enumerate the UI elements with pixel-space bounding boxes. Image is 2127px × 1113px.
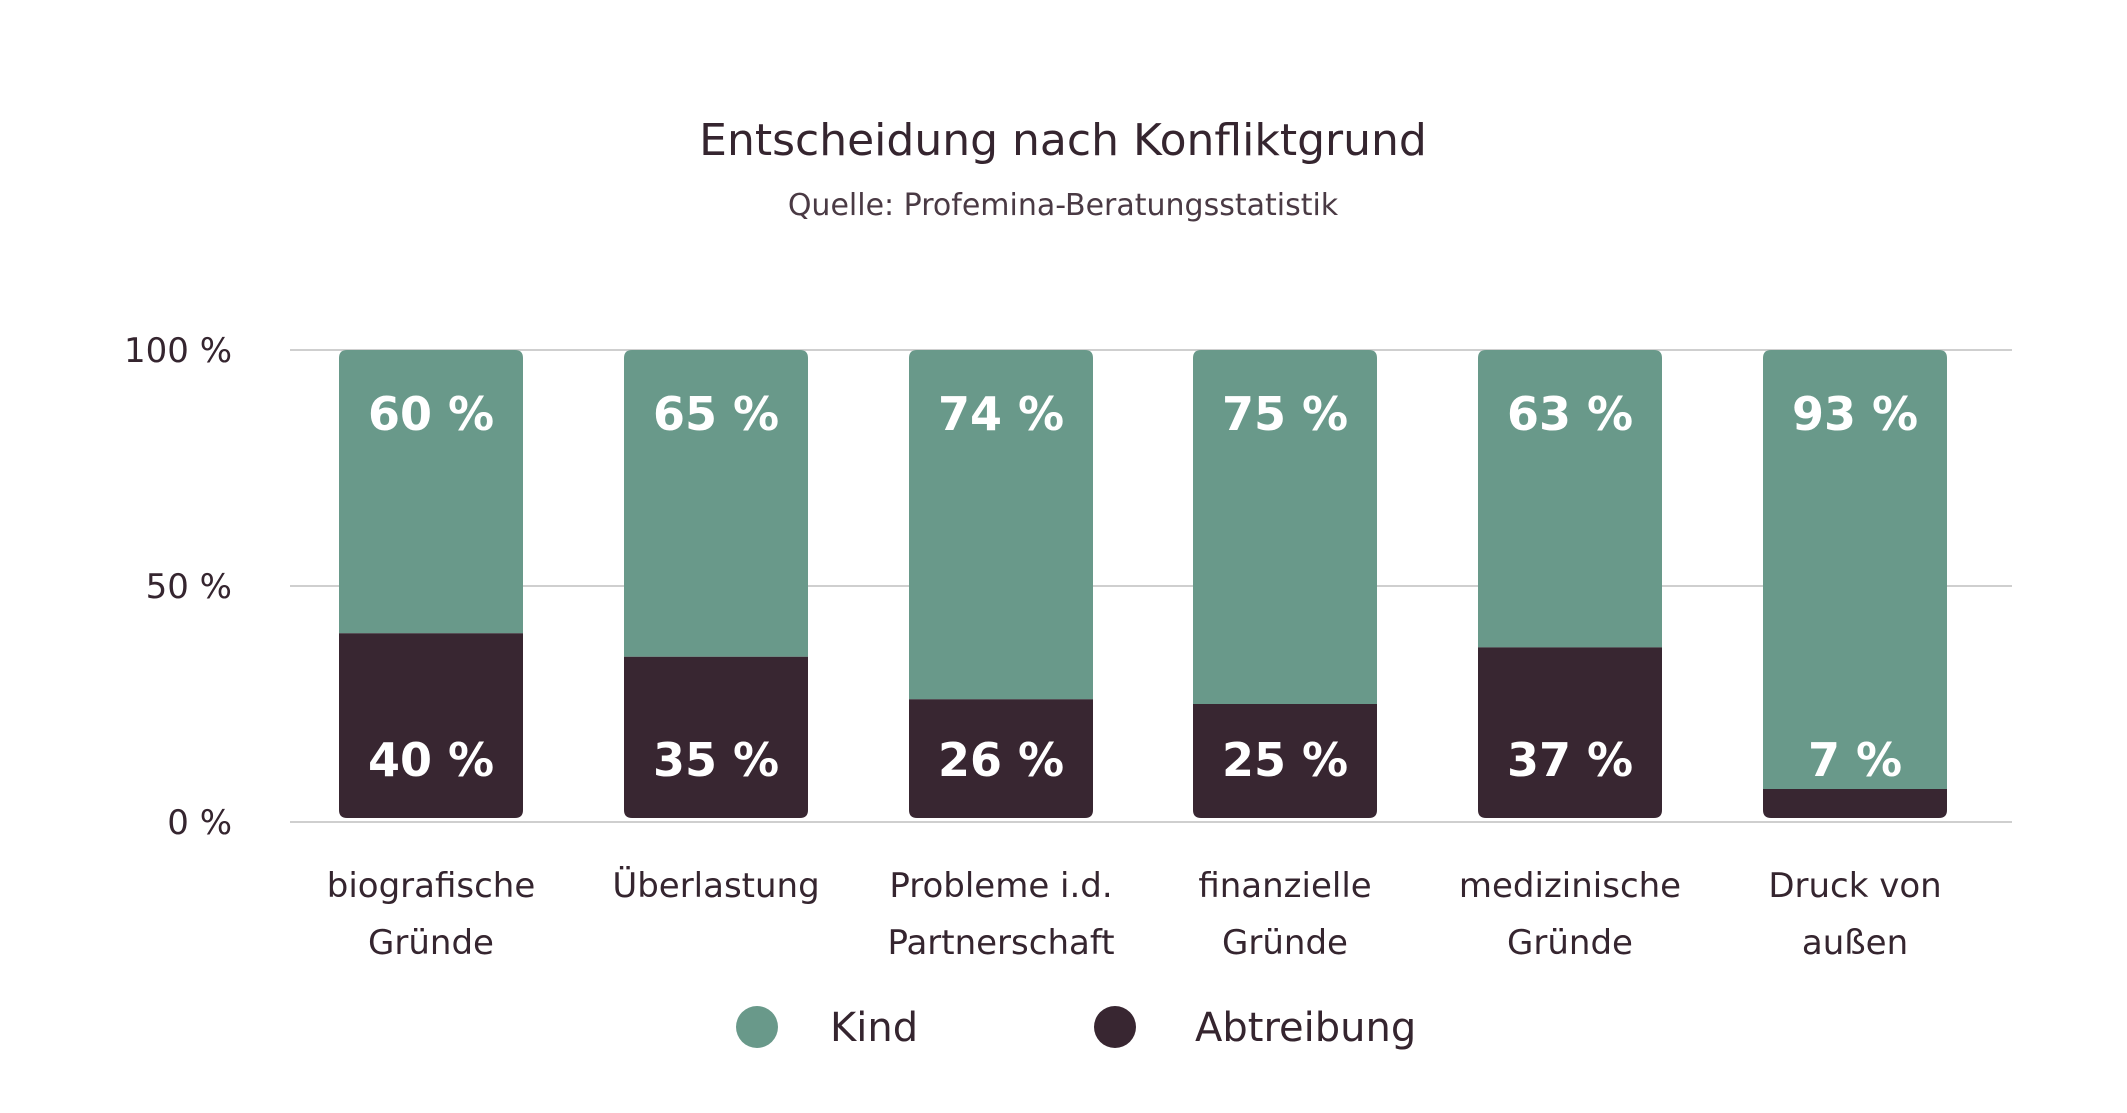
- legend-label: Kind: [830, 1005, 918, 1051]
- legend-swatch: [736, 1006, 778, 1048]
- bar-group: 63 % 37 %: [1478, 350, 1662, 818]
- x-tick-label: Überlastung: [612, 865, 819, 906]
- legend-swatch: [1094, 1006, 1136, 1048]
- value-label-kind: 74 %: [938, 387, 1064, 441]
- y-axis-ticks: 0 % 50 % 100 %: [124, 331, 232, 843]
- bar-group: 65 % 35 %: [624, 350, 808, 818]
- bar-group: 60 % 40 %: [339, 350, 523, 818]
- value-label-kind: 75 %: [1222, 387, 1348, 441]
- bar-abtreibung: [909, 699, 1093, 818]
- value-label-kind: 93 %: [1792, 387, 1918, 441]
- bar-abtreibung: [1193, 704, 1377, 818]
- bars: 60 % 40 % 65 % 35 % 74 % 26 % 75 % 25 % 63 % 37 %…: [339, 350, 1947, 818]
- legend: Kind Abtreibung: [736, 1005, 1416, 1051]
- bar-kind: [909, 350, 1093, 700]
- value-label-kind: 60 %: [368, 387, 494, 441]
- bar-group: 75 % 25 %: [1193, 350, 1377, 818]
- value-label-kind: 65 %: [653, 387, 779, 441]
- x-tick-label: Gründe: [368, 923, 494, 963]
- x-tick-label: Gründe: [1222, 923, 1348, 963]
- bar-group: 74 % 26 %: [909, 350, 1093, 818]
- x-tick-label: Probleme i.d.: [889, 866, 1112, 906]
- x-axis-labels: biografische Gründe Überlastung Probleme i.…: [327, 865, 1942, 963]
- x-tick-label: Partnerschaft: [887, 923, 1114, 963]
- bar-kind: [1478, 350, 1662, 648]
- x-tick-label: Druck von: [1768, 866, 1941, 906]
- bar-abtreibung: [339, 633, 523, 818]
- bar-kind: [1763, 350, 1947, 789]
- bar-group: 93 % 7 %: [1763, 350, 1947, 818]
- bar-abtreibung: [624, 656, 808, 818]
- bar-kind: [624, 350, 808, 657]
- y-tick-label: 100 %: [124, 331, 232, 371]
- value-label-abtreibung: 35 %: [653, 733, 779, 787]
- bar-abtreibung: [1478, 647, 1662, 818]
- bar-kind: [1193, 350, 1377, 704]
- bar-kind: [339, 350, 523, 634]
- gridlines: [290, 349, 2012, 823]
- x-tick-label: medizinische: [1459, 866, 1681, 906]
- value-label-abtreibung: 37 %: [1507, 733, 1633, 787]
- value-label-kind: 63 %: [1507, 387, 1633, 441]
- y-tick-label: 0 %: [167, 803, 232, 843]
- value-label-abtreibung: 25 %: [1222, 733, 1348, 787]
- value-label-abtreibung: 26 %: [938, 733, 1064, 787]
- x-tick-label: finanzielle: [1198, 866, 1371, 906]
- value-label-abtreibung: 40 %: [368, 733, 494, 787]
- chart-subtitle: Quelle: Profemina-Beratungsstatistik: [788, 188, 1339, 223]
- bar-abtreibung: [1763, 788, 1947, 818]
- x-tick-label: biografische: [327, 866, 536, 906]
- x-tick-label: außen: [1802, 923, 1908, 963]
- y-tick-label: 50 %: [146, 567, 232, 607]
- chart-title: Entscheidung nach Konfliktgrund: [699, 115, 1427, 166]
- legend-label: Abtreibung: [1195, 1005, 1416, 1051]
- value-label-abtreibung: 7 %: [1808, 733, 1902, 787]
- x-tick-label: Gründe: [1507, 923, 1633, 963]
